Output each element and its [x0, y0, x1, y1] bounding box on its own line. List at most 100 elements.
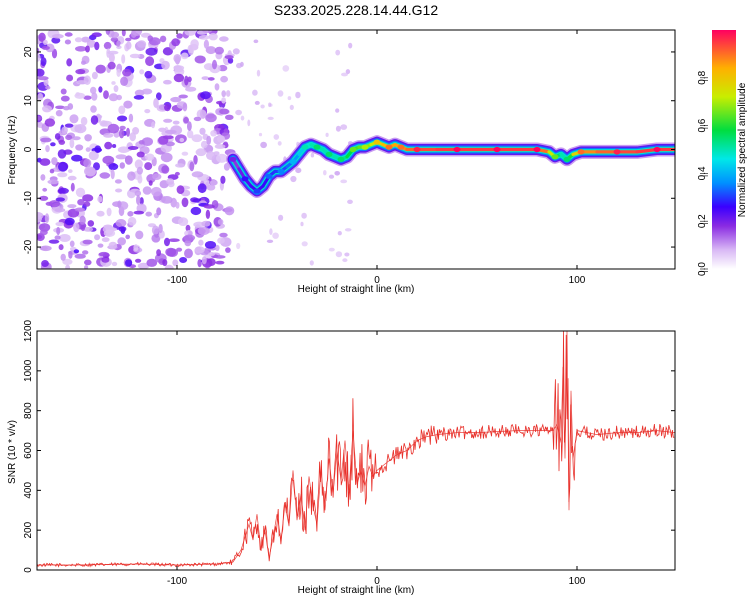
noise-blob [223, 141, 228, 146]
noise-blob [217, 219, 224, 225]
noise-blob [148, 180, 153, 186]
noise-blob [57, 187, 69, 194]
ridge-peak [563, 156, 571, 162]
noise-blob [206, 135, 212, 145]
noise-blob [210, 130, 217, 137]
noise-blob [272, 232, 279, 239]
ridge-peak [229, 156, 237, 162]
spectrogram-y-tick-label: 10 [23, 95, 34, 107]
noise-blob [176, 247, 183, 252]
noise-blob [156, 92, 162, 101]
noise-blob [129, 132, 136, 142]
noise-blob [341, 72, 348, 77]
noise-blob [269, 228, 273, 236]
noise-blob [99, 172, 111, 179]
noise-blob [70, 182, 75, 192]
noise-blob [268, 102, 272, 108]
noise-blob [76, 80, 88, 85]
noise-blob [267, 116, 274, 120]
noise-blob [159, 35, 167, 43]
noise-blob [176, 185, 185, 195]
noise-blob [208, 33, 218, 41]
noise-blob [163, 118, 173, 123]
noise-blob [295, 91, 301, 99]
snr-y-tick-label: 200 [23, 521, 34, 538]
noise-blob [57, 149, 67, 159]
noise-blob [187, 76, 192, 83]
noise-blob [48, 239, 60, 244]
spectrogram-plot-area [37, 30, 675, 269]
noise-blob [214, 46, 224, 55]
noise-blob [121, 54, 126, 64]
noise-blob [54, 235, 61, 240]
noise-blob [219, 232, 228, 238]
noise-blob [287, 96, 292, 101]
noise-blob [256, 69, 261, 77]
noise-blob [69, 240, 75, 248]
noise-blob [206, 151, 216, 160]
noise-blob [145, 211, 152, 217]
ridge-peak [289, 159, 297, 165]
noise-blob [111, 81, 116, 85]
noise-blob [110, 31, 120, 39]
noise-blob [151, 225, 160, 235]
noise-blob [223, 128, 229, 133]
noise-blob [64, 217, 75, 226]
noise-blob [187, 130, 194, 139]
noise-blob [118, 105, 126, 115]
noise-blob [221, 90, 226, 98]
noise-blob [137, 40, 147, 48]
noise-blob [91, 71, 98, 80]
snr-y-tick-label: 1200 [23, 319, 34, 342]
noise-blob [103, 90, 109, 99]
noise-blob [61, 126, 68, 134]
spectrogram-y-tick-label: 0 [23, 146, 34, 152]
noise-blob [214, 83, 220, 91]
noise-blob [37, 68, 45, 77]
ridge-peak [373, 139, 381, 145]
noise-blob [173, 65, 185, 71]
snr-series-anchor-line [37, 331, 675, 566]
noise-blob [135, 258, 142, 263]
ridge-peak [253, 188, 261, 194]
snr-x-tick-label: 0 [374, 576, 380, 587]
noise-blob [83, 95, 92, 100]
noise-blob [219, 36, 229, 42]
noise-blob [74, 124, 87, 134]
noise-blob [203, 39, 209, 49]
noise-blob [107, 61, 116, 70]
ridge-peak [453, 146, 461, 153]
noise-blob [301, 212, 307, 219]
noise-blob [180, 52, 189, 60]
ridge-peak [313, 144, 321, 150]
noise-blob [114, 179, 122, 184]
noise-blob [115, 154, 127, 160]
noise-blob [201, 220, 211, 227]
snr-y-tick-label: 0 [23, 567, 34, 573]
noise-blob [146, 258, 158, 267]
figure-title: S233.2025.228.14.44.G12 [274, 2, 438, 18]
noise-blob [118, 226, 127, 232]
colorbar-label: Normalized spectral amplitude [737, 82, 748, 217]
noise-blob [64, 39, 71, 45]
noise-blob [224, 206, 235, 216]
noise-blob [87, 220, 95, 227]
noise-blob [73, 249, 80, 254]
noise-blob [108, 93, 119, 102]
noise-blob [37, 215, 42, 223]
noise-blob [37, 76, 49, 81]
noise-blob [252, 89, 258, 96]
noise-blob [103, 133, 114, 138]
noise-blob [347, 199, 353, 204]
noise-blob [84, 166, 96, 177]
noise-blob [340, 124, 348, 130]
snr-frame [36, 330, 676, 571]
snr-y-axis-label: SNR (10 * v/v) [7, 420, 18, 484]
snr-y-tick-label: 600 [23, 442, 34, 459]
noise-blob [174, 171, 180, 176]
noise-blob [301, 241, 308, 247]
noise-blob [137, 175, 143, 184]
colorbar-gradient [712, 30, 736, 269]
colorbar-tick-label: 0.4 [697, 166, 708, 180]
